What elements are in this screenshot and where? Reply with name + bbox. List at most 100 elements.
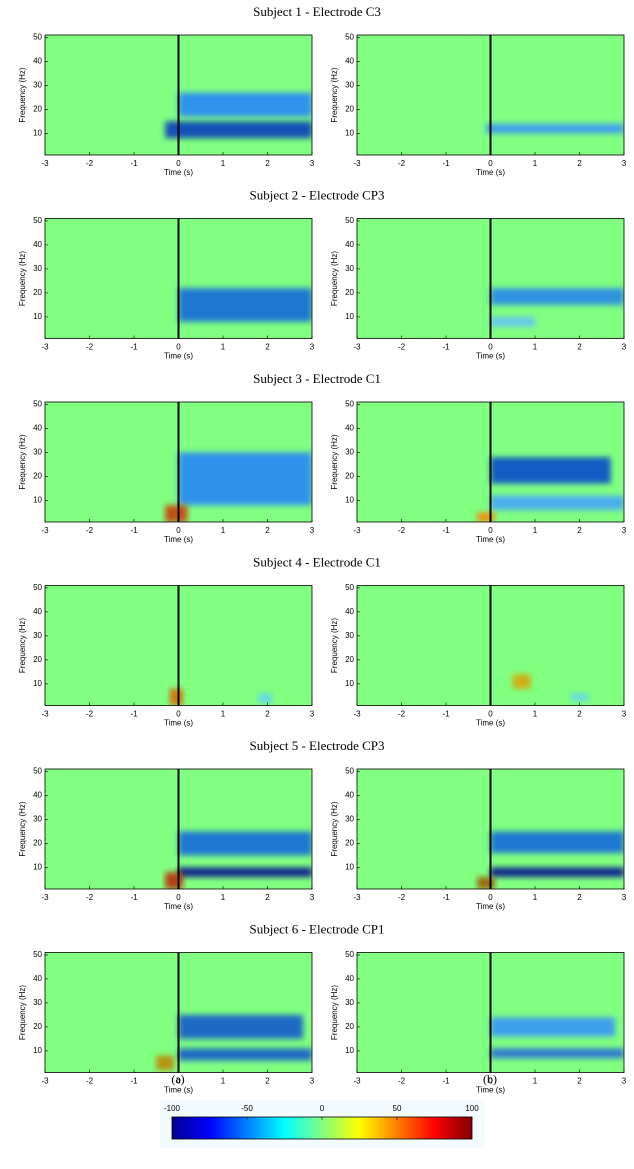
x-tick-label: -2 bbox=[398, 343, 406, 352]
x-tick-label: -1 bbox=[442, 893, 450, 902]
y-axis-label: Frequency (Hz) bbox=[18, 618, 27, 673]
y-axis-label: Frequency (Hz) bbox=[330, 251, 339, 306]
x-tick-label: -3 bbox=[41, 159, 49, 168]
x-tick-label: 3 bbox=[310, 710, 315, 719]
x-tick-label: 0 bbox=[176, 343, 181, 352]
y-tick-label: 30 bbox=[33, 815, 42, 824]
x-tick-label: -3 bbox=[41, 893, 49, 902]
y-tick-label: 30 bbox=[345, 815, 354, 824]
y-tick-label: 50 bbox=[33, 33, 42, 42]
colorbar-tick-label: -100 bbox=[164, 1104, 181, 1113]
y-tick-label: 20 bbox=[345, 288, 354, 297]
x-tick-label: -2 bbox=[86, 1077, 94, 1086]
activity-band bbox=[477, 512, 495, 522]
y-tick-label: 50 bbox=[345, 33, 354, 42]
x-tick-label: -1 bbox=[130, 526, 138, 535]
y-tick-label: 40 bbox=[345, 57, 354, 66]
x-tick-label: -3 bbox=[41, 526, 49, 535]
x-tick-label: 0 bbox=[488, 893, 493, 902]
y-tick-label: 40 bbox=[33, 607, 42, 616]
activity-band bbox=[486, 123, 624, 134]
y-tick-label: 40 bbox=[345, 240, 354, 249]
x-tick-label: 1 bbox=[221, 893, 226, 902]
activity-band bbox=[490, 457, 611, 484]
x-tick-label: 2 bbox=[577, 526, 582, 535]
y-axis-label: Frequency (Hz) bbox=[330, 801, 339, 856]
x-tick-label: -2 bbox=[86, 893, 94, 902]
y-tick-label: 10 bbox=[345, 679, 354, 688]
y-axis-label: Frequency (Hz) bbox=[18, 434, 27, 489]
activity-band bbox=[178, 92, 312, 117]
activity-band bbox=[490, 1017, 616, 1037]
row-title: Subject 6 - Electrode CP1 bbox=[249, 921, 384, 936]
y-axis-label: Frequency (Hz) bbox=[330, 434, 339, 489]
row-title: Subject 3 - Electrode C1 bbox=[253, 371, 381, 386]
y-tick-label: 10 bbox=[345, 129, 354, 138]
x-tick-label: 3 bbox=[310, 1077, 315, 1086]
x-tick-label: 3 bbox=[622, 893, 627, 902]
y-tick-label: 50 bbox=[33, 216, 42, 225]
x-tick-label: 3 bbox=[310, 893, 315, 902]
x-axis-label: Time (s) bbox=[476, 1086, 505, 1095]
y-tick-label: 30 bbox=[33, 998, 42, 1007]
activity-band bbox=[169, 688, 183, 706]
x-axis-label: Time (s) bbox=[476, 352, 505, 361]
activity-band bbox=[512, 674, 531, 689]
x-tick-label: 3 bbox=[622, 159, 627, 168]
y-tick-label: 40 bbox=[345, 607, 354, 616]
spectrogram bbox=[45, 35, 312, 155]
x-axis-label: Time (s) bbox=[476, 168, 505, 177]
x-tick-label: -2 bbox=[398, 159, 406, 168]
activity-band bbox=[156, 1055, 175, 1071]
y-axis-label: Frequency (Hz) bbox=[18, 985, 27, 1040]
y-tick-label: 20 bbox=[33, 839, 42, 848]
y-tick-label: 10 bbox=[33, 679, 42, 688]
y-tick-label: 10 bbox=[33, 863, 42, 872]
x-tick-label: 2 bbox=[265, 1077, 270, 1086]
x-tick-label: 0 bbox=[176, 893, 181, 902]
x-tick-label: -3 bbox=[41, 343, 49, 352]
activity-band bbox=[165, 872, 183, 889]
activity-band bbox=[165, 505, 188, 522]
x-tick-label: 1 bbox=[533, 893, 538, 902]
x-tick-label: -1 bbox=[130, 1077, 138, 1086]
activity-band bbox=[178, 1014, 304, 1039]
activity-band bbox=[570, 693, 589, 701]
x-tick-label: -1 bbox=[442, 526, 450, 535]
x-tick-label: 3 bbox=[622, 710, 627, 719]
y-tick-label: 40 bbox=[345, 974, 354, 983]
x-tick-label: 1 bbox=[533, 526, 538, 535]
y-tick-label: 40 bbox=[33, 791, 42, 800]
x-tick-label: 2 bbox=[265, 526, 270, 535]
x-tick-label: -1 bbox=[442, 710, 450, 719]
x-tick-label: 2 bbox=[577, 159, 582, 168]
x-tick-label: -1 bbox=[130, 159, 138, 168]
y-axis-label: Frequency (Hz) bbox=[18, 251, 27, 306]
y-tick-label: 50 bbox=[33, 583, 42, 592]
x-tick-label: 3 bbox=[310, 526, 315, 535]
y-tick-label: 20 bbox=[345, 105, 354, 114]
x-tick-label: 2 bbox=[577, 1077, 582, 1086]
y-tick-label: 50 bbox=[345, 216, 354, 225]
y-tick-label: 10 bbox=[33, 1046, 42, 1055]
row-title: Subject 5 - Electrode CP3 bbox=[249, 738, 384, 753]
x-tick-label: 2 bbox=[265, 159, 270, 168]
y-tick-label: 30 bbox=[345, 631, 354, 640]
x-tick-label: -3 bbox=[353, 710, 361, 719]
x-tick-label: -2 bbox=[86, 526, 94, 535]
x-tick-label: 0 bbox=[488, 710, 493, 719]
y-tick-label: 50 bbox=[33, 400, 42, 409]
activity-band bbox=[258, 693, 272, 704]
x-tick-label: 3 bbox=[622, 526, 627, 535]
y-tick-label: 10 bbox=[345, 312, 354, 321]
x-tick-label: -1 bbox=[130, 893, 138, 902]
colorbar bbox=[171, 1116, 473, 1140]
activity-band bbox=[178, 867, 312, 877]
y-tick-label: 20 bbox=[345, 655, 354, 664]
activity-band bbox=[490, 288, 624, 305]
x-tick-label: 2 bbox=[265, 710, 270, 719]
x-tick-label: 3 bbox=[622, 1077, 627, 1086]
row-title: Subject 4 - Electrode C1 bbox=[253, 554, 381, 569]
y-tick-label: 30 bbox=[345, 264, 354, 273]
activity-band bbox=[490, 831, 624, 853]
